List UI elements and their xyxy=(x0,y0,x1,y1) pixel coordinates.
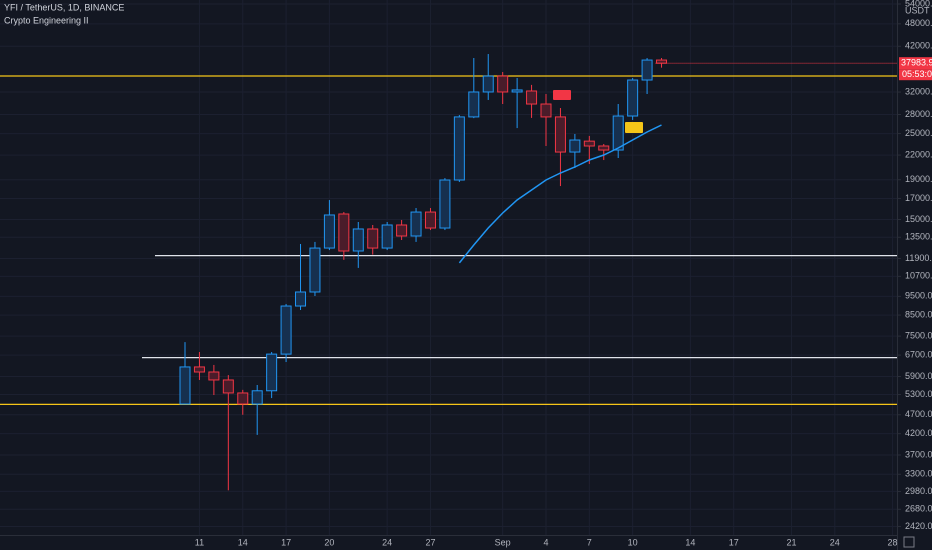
candle-body xyxy=(222,379,234,394)
buy-signal xyxy=(625,122,643,133)
candle-body xyxy=(453,116,465,181)
y-tick-label: 42000.00 xyxy=(905,41,932,51)
x-tick-label: 24 xyxy=(830,537,840,547)
candle-body xyxy=(251,390,263,405)
y-tick-label: 25000.00 xyxy=(905,128,932,138)
x-tick-label: 7 xyxy=(587,537,592,547)
chart-title: YFI / TetherUS, 1D, BINANCE xyxy=(4,2,124,12)
candle-body xyxy=(554,116,566,153)
candle-body xyxy=(396,224,408,237)
y-tick-label: 11900.00 xyxy=(905,253,932,263)
candle-body xyxy=(338,213,350,252)
y-tick-label: 54000.00 xyxy=(905,0,932,8)
candle-body xyxy=(179,366,191,405)
y-tick-label: 15000.00 xyxy=(905,214,932,224)
candle-body xyxy=(237,392,249,405)
y-tick-label: 2420.00 xyxy=(905,521,932,531)
candle-body xyxy=(410,211,422,237)
indicator-name: Crypto Engineering II xyxy=(4,15,89,25)
candle-body xyxy=(583,140,595,147)
y-tick-label: 5300.00 xyxy=(905,389,932,399)
x-tick-label: 21 xyxy=(786,537,796,547)
candle-body xyxy=(266,353,278,392)
y-tick-label: 9500.00 xyxy=(905,291,932,301)
candle-body xyxy=(323,214,335,249)
y-tick-label: 2680.00 xyxy=(905,504,932,514)
y-tick-label: 2980.00 xyxy=(905,486,932,496)
candle-body xyxy=(526,90,538,105)
x-tick-label: 14 xyxy=(238,537,248,547)
last-price-label: 37983.95 xyxy=(901,58,932,68)
settings-icon[interactable] xyxy=(903,536,915,548)
y-tick-label: 3700.00 xyxy=(905,449,932,459)
candle-body xyxy=(540,103,552,118)
y-tick-label: 5900.00 xyxy=(905,371,932,381)
candle-body xyxy=(352,228,364,252)
x-tick-label: Sep xyxy=(495,537,511,547)
x-tick-label: 24 xyxy=(382,537,392,547)
candle-body xyxy=(193,366,205,373)
candle-body xyxy=(511,89,523,93)
last-price-tag xyxy=(899,57,932,70)
x-tick-label: 27 xyxy=(425,537,435,547)
candle-body xyxy=(295,291,307,307)
x-tick-label: 11 xyxy=(195,537,204,547)
candle-body xyxy=(381,224,393,249)
x-tick-label: 4 xyxy=(543,537,548,547)
x-tick-label: 20 xyxy=(324,537,334,547)
candle-body xyxy=(309,247,321,293)
x-tick-label: 10 xyxy=(628,537,638,547)
y-tick-label: 22000.00 xyxy=(905,149,932,159)
currency-label: USDT xyxy=(905,5,930,15)
x-tick-label: 14 xyxy=(685,537,695,547)
countdown-tag xyxy=(899,69,932,81)
y-tick-label: 10700.00 xyxy=(905,271,932,281)
y-tick-label: 19000.00 xyxy=(905,174,932,184)
candle-body xyxy=(439,179,451,229)
y-tick-label: 6700.00 xyxy=(905,349,932,359)
y-tick-label: 17000.00 xyxy=(905,193,932,203)
candle-body xyxy=(612,115,624,151)
candle-body xyxy=(627,79,639,117)
y-tick-label: 7500.00 xyxy=(905,331,932,341)
y-tick-label: 28000.00 xyxy=(905,109,932,119)
candle-body xyxy=(569,139,581,153)
x-tick-label: 17 xyxy=(281,537,291,547)
candle-body xyxy=(468,91,480,118)
y-tick-label: 4200.00 xyxy=(905,428,932,438)
candle-body xyxy=(482,75,494,93)
candle-body xyxy=(641,59,653,81)
candle-body xyxy=(424,211,436,229)
y-tick-label: 4700.00 xyxy=(905,409,932,419)
candle-body xyxy=(598,145,610,151)
y-tick-label: 13500.00 xyxy=(905,232,932,242)
x-tick-label: 17 xyxy=(729,537,739,547)
countdown-label: 05:53:02 xyxy=(902,69,932,79)
moving-average xyxy=(458,124,662,264)
y-tick-label: 32000.00 xyxy=(905,86,932,96)
candle-body xyxy=(208,371,220,381)
candle-body xyxy=(497,75,509,93)
sell-signal xyxy=(553,90,571,100)
y-tick-label: 3300.00 xyxy=(905,469,932,479)
candle-body xyxy=(280,305,292,355)
y-tick-label: 8500.00 xyxy=(905,309,932,319)
candle-body xyxy=(367,228,379,249)
x-tick-label: 28 xyxy=(888,537,898,547)
y-tick-label: 48000.00 xyxy=(905,18,932,28)
